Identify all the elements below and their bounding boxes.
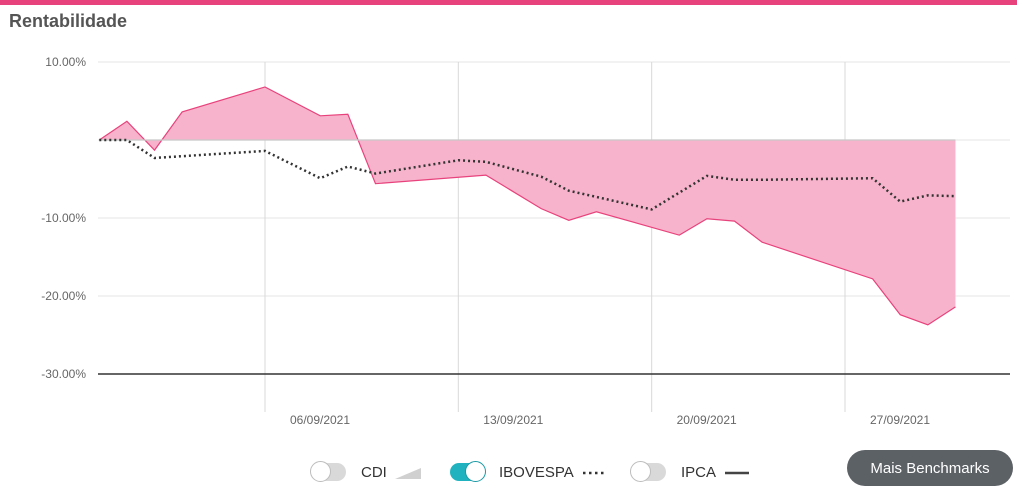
ipca-toggle[interactable] xyxy=(630,461,666,482)
cdi-line xyxy=(98,86,956,326)
legend-item-ibovespa: IBOVESPA xyxy=(450,455,608,489)
legend-label-cdi: CDI xyxy=(361,463,387,481)
legend-item-ipca: IPCA xyxy=(630,455,750,489)
legend-label-ibovespa: IBOVESPA xyxy=(499,463,574,481)
legend: CDI IBOVESPA IPCA xyxy=(0,455,1017,489)
solid-line-icon xyxy=(725,471,750,475)
ibovespa-line xyxy=(99,138,956,211)
x-tick-label: 20/09/2021 xyxy=(677,413,737,427)
area-swatch-icon xyxy=(394,468,421,479)
toggle-knob xyxy=(310,461,331,482)
toggle-knob xyxy=(630,461,651,482)
dotted-line-icon xyxy=(582,471,607,475)
legend-label-ipca: IPCA xyxy=(681,463,717,481)
toggle-knob xyxy=(465,461,486,482)
y-tick-label: -30.00% xyxy=(41,367,86,381)
x-tick-label: 06/09/2021 xyxy=(290,413,350,427)
more-benchmarks-button[interactable]: Mais Benchmarks xyxy=(847,450,1013,486)
page-title: Rentabilidade xyxy=(9,11,128,31)
ibovespa-toggle[interactable] xyxy=(450,461,486,482)
y-tick-label: -20.00% xyxy=(41,289,86,303)
x-tick-label: 27/09/2021 xyxy=(870,413,930,427)
y-tick-label: 10.00% xyxy=(45,55,86,69)
y-tick-label: -10.00% xyxy=(41,211,86,225)
legend-item-cdi: CDI xyxy=(310,455,421,489)
x-tick-label: 13/09/2021 xyxy=(483,413,543,427)
rentabilidade-chart: 10.00% -10.00% -20.00% -30.00% 06/09/2021 13/… xyxy=(41,55,1010,427)
cdi-area xyxy=(99,86,956,325)
cdi-toggle[interactable] xyxy=(310,461,346,482)
top-accent-bar xyxy=(0,0,1017,5)
